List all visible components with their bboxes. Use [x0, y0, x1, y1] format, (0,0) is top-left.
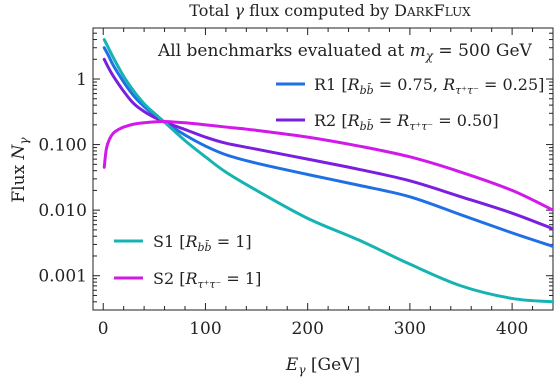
benchmark-annotation: All benchmarks evaluated at mχ = 500 GeV	[157, 41, 533, 63]
series-lines	[102, 38, 553, 304]
y-tick-label: 0.001	[38, 267, 87, 287]
x-tick-label: 100	[189, 319, 221, 339]
chart-title: Total γ flux computed by DARKFLUX	[189, 1, 471, 20]
y-tick-label: 0.100	[38, 136, 87, 156]
plot-frame	[92, 27, 554, 311]
x-tick-label: 300	[394, 319, 426, 339]
legend-bottom-left: S1 [Rbb̄ = 1] S2 [Rτ⁺τ⁻ = 1]	[114, 232, 261, 291]
x-axis-label: Eγ [GeV]	[285, 355, 360, 377]
x-tick-label: 200	[291, 319, 323, 339]
legend-top-right: R1 [Rbb̄ = 0.75, Rτ⁺τ⁻ = 0.25] R2 [Rbb̄ …	[276, 75, 544, 133]
y-tick-label: 0.010	[38, 201, 87, 221]
series-s2-line	[102, 119, 553, 212]
y-axis-label: Flux Nγ	[9, 137, 31, 203]
legend-label-s1: S1 [Rbb̄ = 1]	[153, 232, 252, 254]
series-r1-line	[102, 46, 553, 248]
legend-label-r1: R1 [Rbb̄ = 0.75, Rτ⁺τ⁻ = 0.25]	[314, 75, 544, 97]
legend-label-s2: S2 [Rτ⁺τ⁻ = 1]	[153, 269, 261, 291]
series-s1-line	[102, 38, 553, 304]
axis-ticks: 0 100 200 300 400 1 0.100 0.010 0.001	[38, 28, 554, 339]
x-tick-label: 400	[496, 319, 528, 339]
y-tick-label: 1	[76, 70, 87, 90]
x-tick-label: 0	[98, 319, 109, 339]
legend-label-r2: R2 [Rbb̄ = Rτ⁺τ⁻ = 0.50]	[314, 111, 499, 133]
series-r2-line	[102, 57, 553, 231]
